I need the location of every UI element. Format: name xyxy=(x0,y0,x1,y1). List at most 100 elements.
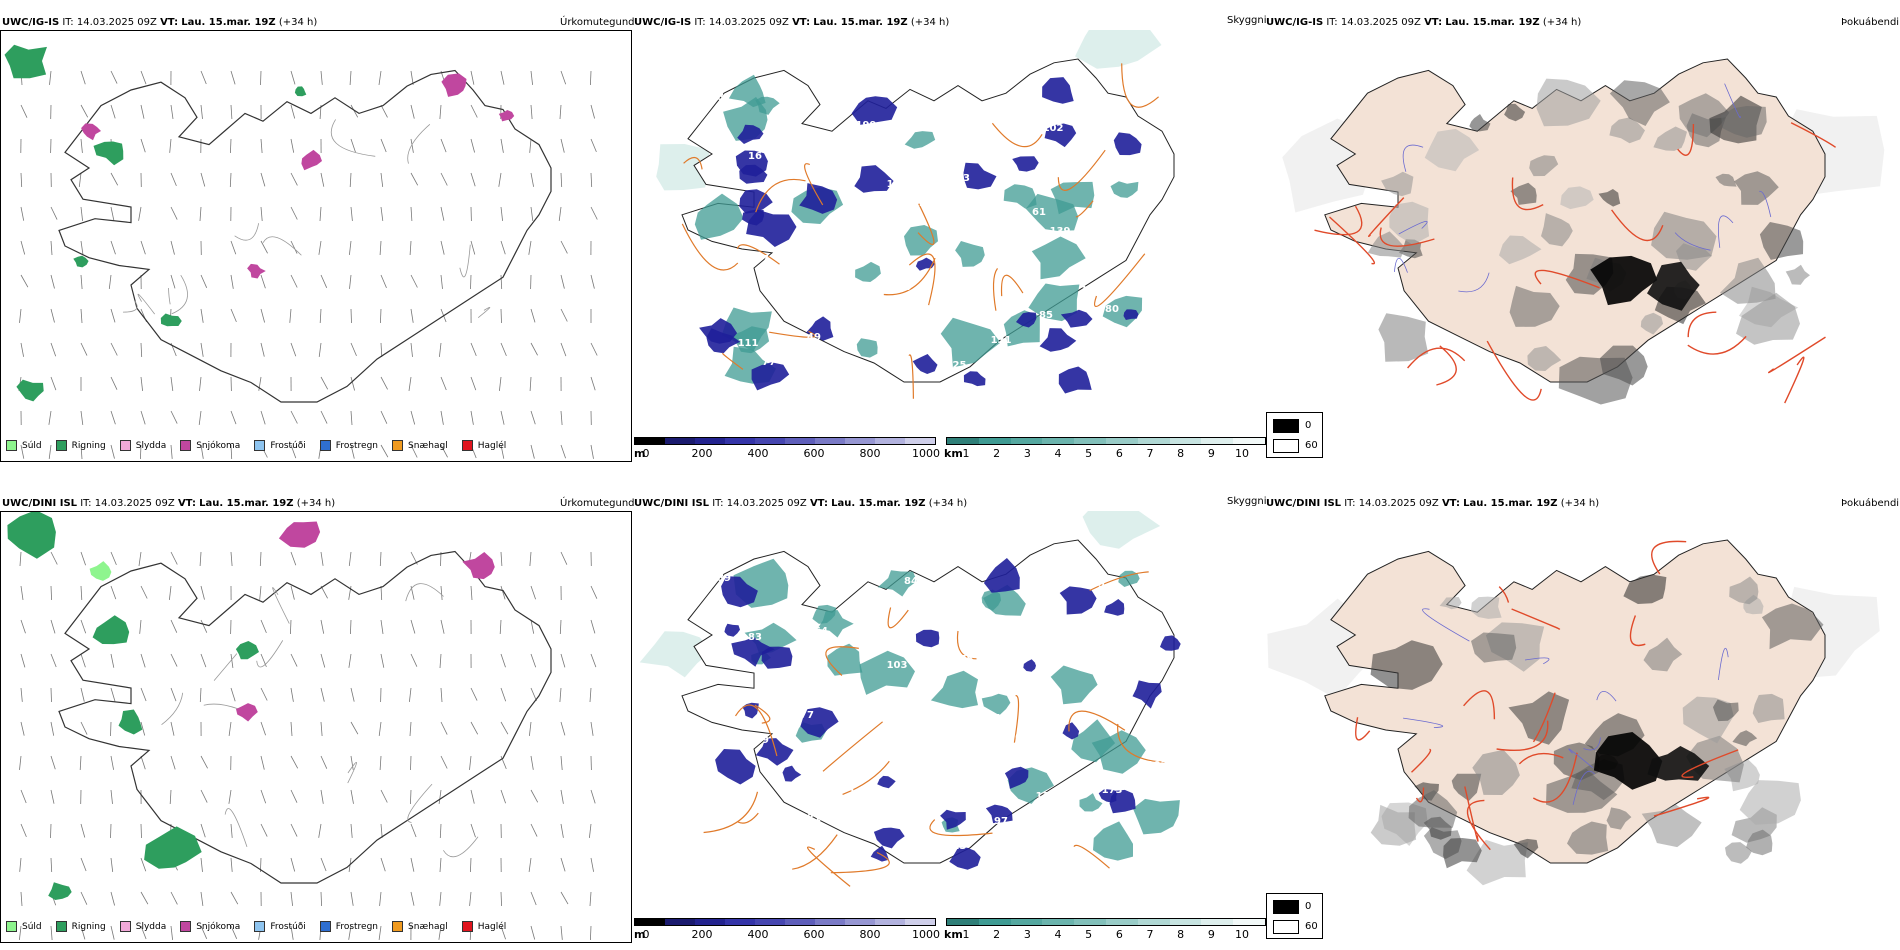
wind-barb xyxy=(350,619,352,635)
precip-area xyxy=(247,263,266,279)
it-value: 14.03.2025 09Z xyxy=(1340,17,1421,28)
visibility-area xyxy=(731,636,775,667)
road xyxy=(822,721,883,772)
wind-barb xyxy=(440,410,444,425)
wind-barb xyxy=(290,551,297,566)
road xyxy=(1089,571,1149,592)
wind-barb xyxy=(110,342,118,356)
wind-barb xyxy=(408,376,412,391)
wind-barb xyxy=(500,240,506,255)
fog-map-svg xyxy=(1267,539,1880,886)
wind-barb xyxy=(19,857,22,872)
wind-barb xyxy=(440,619,445,634)
visibility-value-label: 84 xyxy=(904,576,918,587)
wind-barb xyxy=(470,274,472,290)
visibility-value-label: 33 xyxy=(904,95,918,106)
fog-label-0: 0 xyxy=(1305,420,1312,431)
fog-title: Þokuábendi xyxy=(1841,498,1900,509)
wind-barb xyxy=(320,274,328,288)
wind-barb xyxy=(200,653,207,668)
wind-barb xyxy=(110,376,118,390)
visibility-value-label: 149 xyxy=(984,232,1005,243)
wind-barb xyxy=(50,585,52,601)
river-line xyxy=(459,244,471,278)
visibility-value-label: 29 xyxy=(1136,363,1150,374)
legend-swatch xyxy=(254,440,266,451)
road xyxy=(683,156,703,170)
precip-title: Úrkomutegund xyxy=(560,498,635,509)
sea-fog xyxy=(1075,30,1162,69)
wind-barb xyxy=(320,789,324,804)
wind-barb xyxy=(349,240,352,255)
visibility-value-label: 139 xyxy=(1050,226,1071,237)
wind-barb xyxy=(530,104,533,120)
wind-barb xyxy=(50,755,56,770)
fog-label-1: 60 xyxy=(1305,440,1318,451)
wind-barb xyxy=(560,857,566,872)
river-line xyxy=(1724,83,1741,118)
visibility-value-label: 67 xyxy=(755,254,769,265)
wind-barb xyxy=(20,342,24,357)
it-label: IT: xyxy=(694,17,706,28)
precip-area xyxy=(301,149,322,171)
it-value: 14.03.2025 09Z xyxy=(1358,498,1439,509)
fog-index-area xyxy=(1729,576,1759,605)
fog-index-area xyxy=(1504,103,1526,122)
wind-barb xyxy=(169,789,172,805)
wind-barb xyxy=(530,410,536,425)
wind-barb xyxy=(440,585,443,601)
legend-swatch xyxy=(55,440,67,451)
wind-barb xyxy=(470,342,477,357)
road xyxy=(1784,356,1805,404)
wind-barb xyxy=(530,342,538,356)
it-value: 14.03.2025 09Z xyxy=(726,498,807,509)
visibility-value-label: 173 xyxy=(1102,785,1123,796)
road xyxy=(830,851,890,874)
legend-label: Haglél xyxy=(477,921,507,932)
wind-barb xyxy=(320,585,328,599)
legend-swatch xyxy=(119,440,131,451)
wind-barb xyxy=(140,410,146,425)
wind-barb xyxy=(439,857,442,873)
wind-barb xyxy=(350,755,354,770)
visibility-value-label: 92 xyxy=(1150,279,1164,290)
fog-index-area xyxy=(1509,285,1560,327)
wind-barb xyxy=(560,823,564,838)
wind-barb xyxy=(138,206,142,221)
wind-barb xyxy=(350,789,354,804)
wind-barb xyxy=(80,274,83,290)
wind-barb xyxy=(290,823,298,837)
wind-barb xyxy=(200,308,204,323)
model-name: UWC/IG-IS xyxy=(2,17,60,28)
road xyxy=(1057,149,1106,191)
wind-barb xyxy=(110,240,116,255)
road xyxy=(1611,209,1664,242)
visibility-area xyxy=(859,650,915,695)
visibility-value-label: 95 xyxy=(845,204,859,215)
wind-barb xyxy=(140,104,145,119)
visibility-area xyxy=(799,183,838,214)
visibility-value-label: 16 xyxy=(748,151,762,162)
legend-swatch xyxy=(319,440,331,451)
wind-barb xyxy=(50,653,57,668)
wind-barb xyxy=(260,687,268,701)
wind-barb xyxy=(80,721,88,735)
visibility-value-label: 85 xyxy=(1039,310,1053,321)
wind-barb xyxy=(20,619,26,634)
visibility-area xyxy=(940,317,1001,368)
fog-index-area xyxy=(1499,235,1542,265)
road xyxy=(1466,799,1491,851)
visibility-value-label: 56 xyxy=(1098,201,1112,212)
wind-barb xyxy=(378,925,382,940)
wind-barb xyxy=(80,823,86,838)
wind-barb xyxy=(230,240,237,255)
wind-barb xyxy=(530,70,533,85)
wind-barb xyxy=(440,138,447,153)
fog-swatch-1 xyxy=(1273,920,1299,934)
visibility-area xyxy=(873,827,905,849)
wind-barb xyxy=(260,342,265,357)
visibility-value-label: 69 xyxy=(1084,766,1098,777)
fog-legend: 0 60 xyxy=(1266,412,1323,458)
visibility-value-label: 378 xyxy=(953,654,974,665)
road xyxy=(737,812,759,824)
